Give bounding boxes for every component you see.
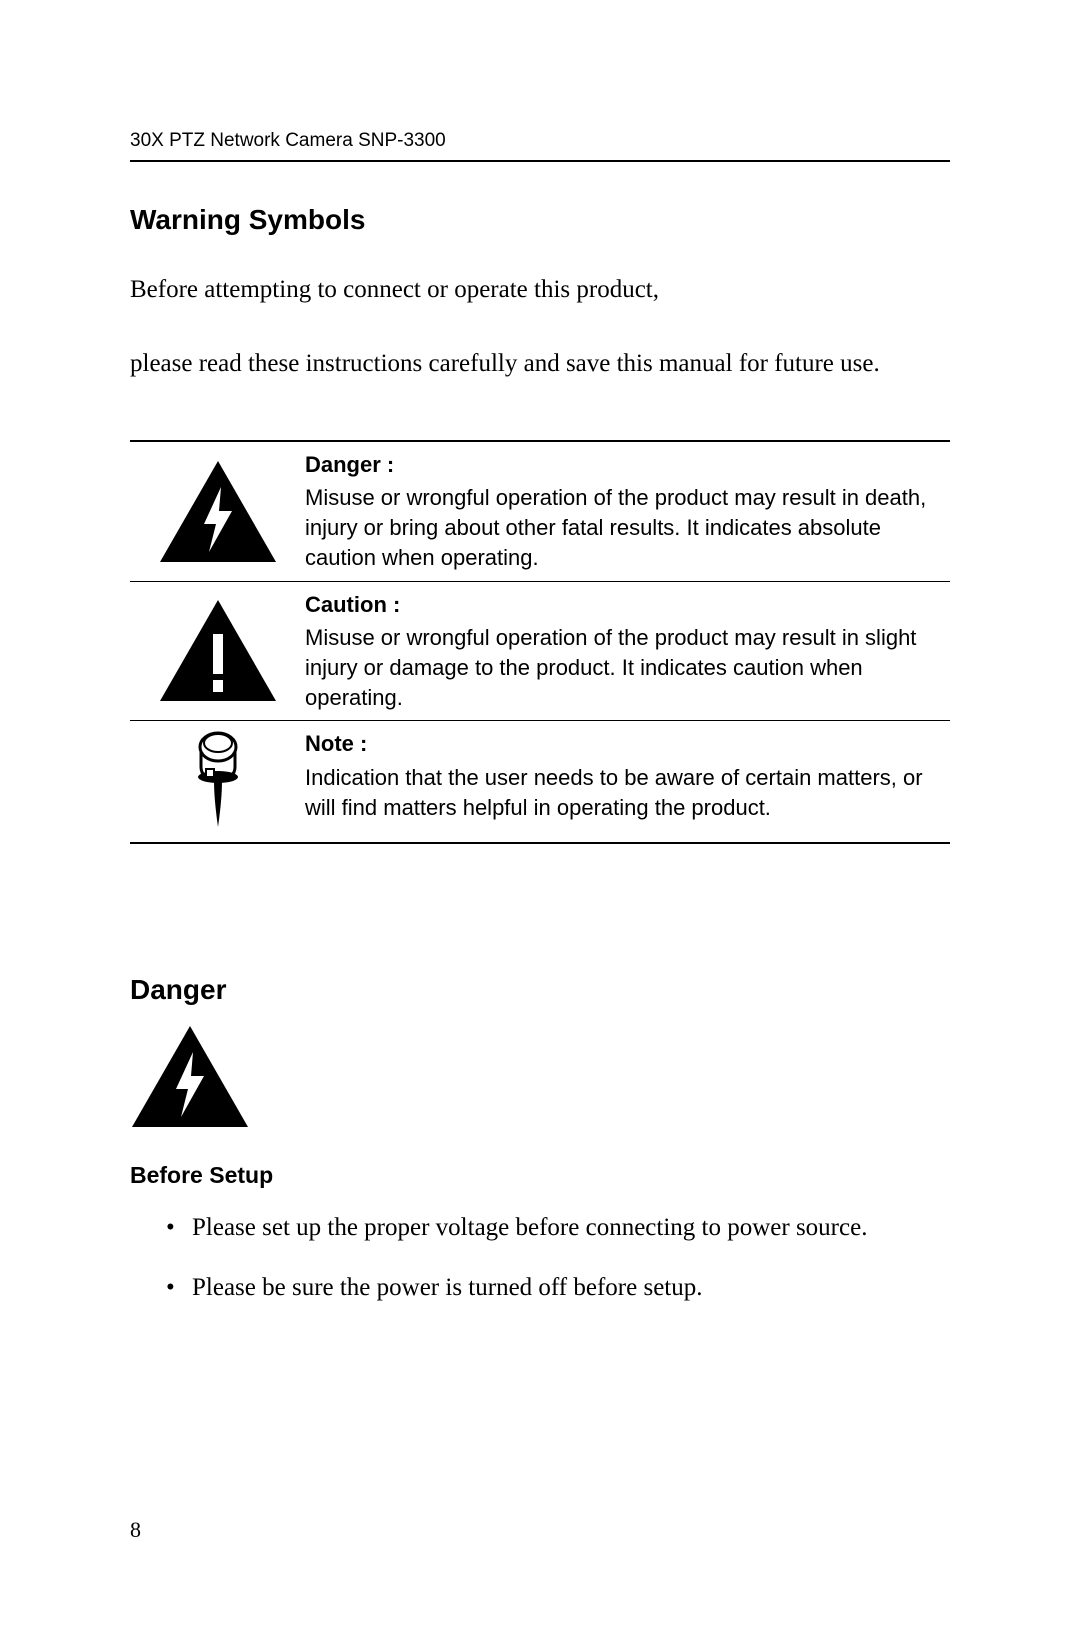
table-row: Danger : Misuse or wrongful operation of… bbox=[130, 441, 950, 581]
caution-text-cell: Caution : Misuse or wrongful operation o… bbox=[305, 581, 950, 721]
caution-description: Misuse or wrongful operation of the prod… bbox=[305, 625, 916, 709]
list-item: Please be sure the power is turned off b… bbox=[166, 1269, 950, 1307]
document-header: 30X PTZ Network Camera SNP-3300 bbox=[130, 130, 950, 162]
before-setup-list: Please set up the proper voltage before … bbox=[130, 1209, 950, 1306]
danger-title: Danger : bbox=[305, 450, 940, 480]
before-setup-heading: Before Setup bbox=[130, 1162, 950, 1189]
danger-text-cell: Danger : Misuse or wrongful operation of… bbox=[305, 441, 950, 581]
page-container: 30X PTZ Network Camera SNP-3300 Warning … bbox=[130, 130, 950, 1306]
danger-description: Misuse or wrongful operation of the prod… bbox=[305, 485, 926, 569]
danger-bolt-icon bbox=[158, 459, 278, 564]
note-pushpin-icon bbox=[178, 729, 258, 834]
danger-section-heading: Danger bbox=[130, 974, 950, 1006]
symbol-definition-table: Danger : Misuse or wrongful operation of… bbox=[130, 440, 950, 845]
caution-icon-cell bbox=[130, 581, 305, 721]
note-icon-cell bbox=[130, 721, 305, 844]
note-text-cell: Note : Indication that the user needs to… bbox=[305, 721, 950, 844]
intro-paragraph-2: please read these instructions carefully… bbox=[130, 345, 950, 384]
note-title: Note : bbox=[305, 729, 940, 759]
table-row: Note : Indication that the user needs to… bbox=[130, 721, 950, 844]
caution-exclaim-icon bbox=[158, 598, 278, 703]
note-description: Indication that the user needs to be awa… bbox=[305, 765, 923, 820]
warning-symbols-heading: Warning Symbols bbox=[130, 204, 950, 236]
danger-icon-cell bbox=[130, 441, 305, 581]
caution-title: Caution : bbox=[305, 590, 940, 620]
list-item: Please set up the proper voltage before … bbox=[166, 1209, 950, 1247]
danger-bolt-icon bbox=[130, 1024, 250, 1129]
intro-paragraph-1: Before attempting to connect or operate … bbox=[130, 272, 950, 307]
table-row: Caution : Misuse or wrongful operation o… bbox=[130, 581, 950, 721]
page-number: 8 bbox=[130, 1517, 141, 1543]
